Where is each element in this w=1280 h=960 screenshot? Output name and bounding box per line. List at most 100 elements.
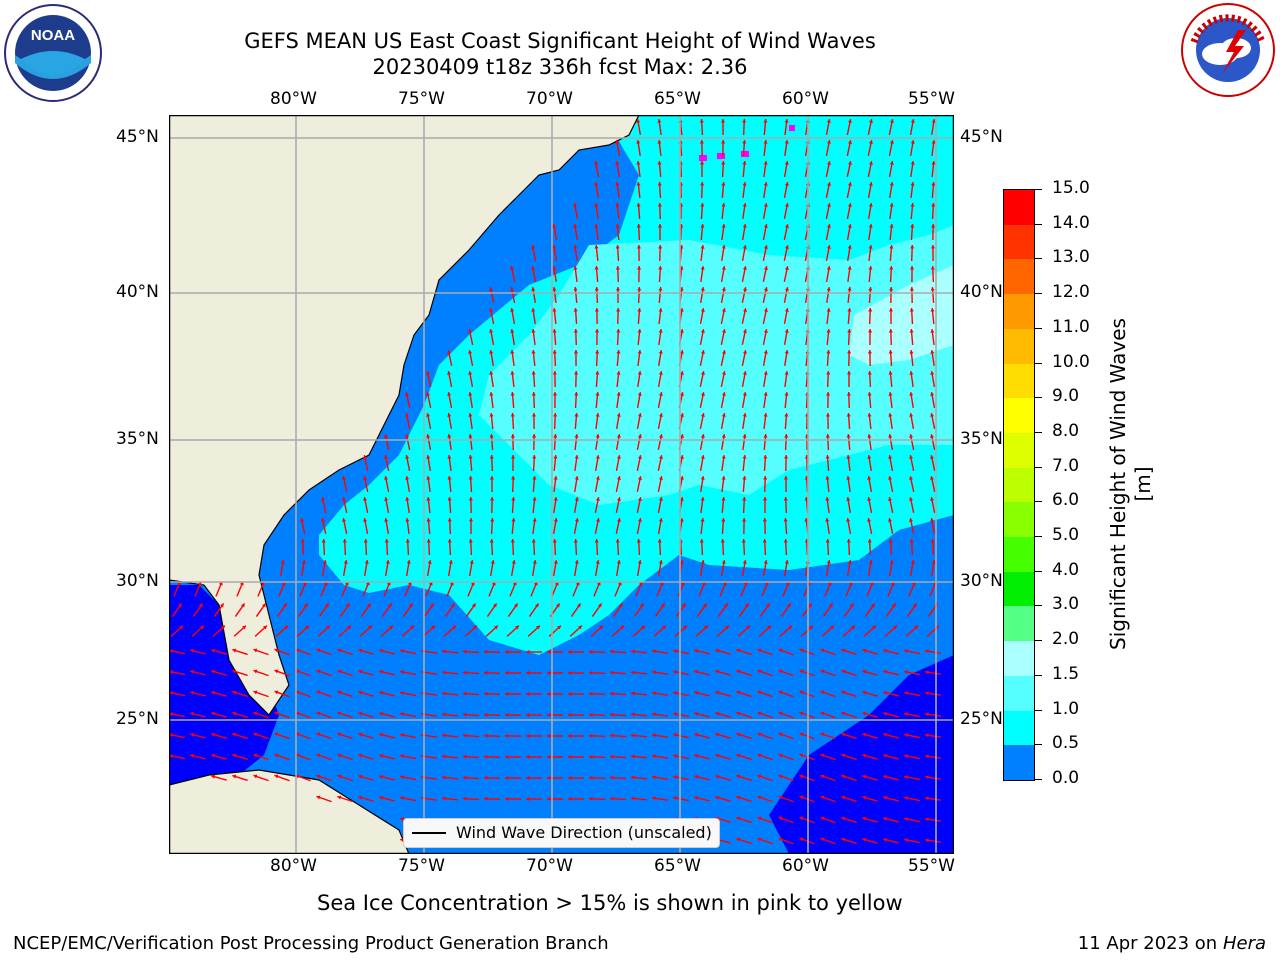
lat-label-left: 35°N: [116, 429, 159, 449]
arrow-head: [868, 224, 873, 228]
arrow-head: [532, 476, 537, 480]
arrow-head: [763, 413, 768, 417]
colorbar-tick-mark: [1034, 397, 1042, 399]
arrow-head: [862, 648, 867, 653]
arrow-head: [552, 308, 557, 312]
arrow-head: [513, 603, 518, 608]
arrow-head: [679, 455, 684, 459]
arrow-head: [594, 329, 600, 333]
arrow-head: [616, 476, 621, 480]
arrow-head: [510, 266, 515, 270]
arrow-head: [825, 497, 830, 501]
arrow-head: [405, 413, 410, 417]
arrow-head: [700, 434, 705, 438]
arrow-head: [867, 350, 872, 354]
arrow-head: [679, 413, 684, 417]
arrow-head: [526, 733, 530, 739]
arrow-head: [741, 539, 746, 543]
arrow-head: [715, 774, 720, 779]
arrow-head: [573, 287, 578, 291]
arrow-head: [631, 670, 635, 675]
arrow-head: [681, 603, 686, 608]
arrow-head: [594, 266, 599, 270]
arrow-head: [616, 392, 621, 396]
arrow-head: [909, 392, 914, 396]
arrow-head: [553, 560, 558, 564]
arrow-head: [253, 690, 258, 695]
graticule: [169, 115, 954, 854]
arrow-head: [721, 308, 726, 312]
arrow-head: [846, 371, 852, 375]
arrow-head: [765, 603, 770, 608]
arrow-head: [274, 669, 279, 674]
arrow-head: [841, 732, 846, 737]
arrow-head: [784, 119, 789, 123]
arrow-head: [799, 648, 804, 653]
colorbar-tick-mark: [1034, 466, 1042, 468]
arrow-head: [505, 733, 509, 738]
arrow-head: [652, 754, 656, 759]
arrow-head: [576, 603, 581, 608]
arrow-head: [658, 434, 663, 438]
arrow-head: [489, 434, 494, 438]
arrow-head: [190, 711, 195, 716]
arrow-head: [589, 754, 593, 759]
arrow-head: [867, 392, 872, 396]
arrow-head: [363, 476, 368, 480]
arrow-head: [573, 539, 578, 543]
arrow-head: [724, 625, 729, 630]
arrow-head: [169, 712, 173, 717]
arrow-head: [930, 287, 935, 291]
arrow-head: [616, 560, 621, 564]
arrow-head: [904, 838, 908, 843]
arrow-head: [820, 753, 825, 758]
arrow-head: [367, 625, 372, 630]
arrow-head: [904, 796, 908, 801]
arrow-head: [547, 691, 551, 697]
arrow-head: [510, 329, 515, 333]
colorbar-tick-mark: [1034, 189, 1042, 190]
arrow-head: [447, 497, 452, 501]
arrow-head: [484, 733, 488, 738]
arrow-head: [888, 371, 893, 375]
lon-label-bottom: 80°W: [270, 856, 317, 876]
arrow-head: [757, 648, 762, 653]
arrow-head: [531, 287, 536, 291]
arrow-head: [828, 603, 833, 608]
arrow-head: [778, 648, 783, 653]
arrow-head: [442, 775, 446, 780]
arrow-head: [825, 413, 830, 417]
arrow-head: [442, 796, 446, 801]
arrow-head: [715, 732, 720, 737]
arrow-head: [658, 560, 663, 564]
arrow-head: [442, 754, 446, 759]
arrow-head: [679, 476, 684, 480]
arrow-head: [337, 732, 342, 737]
arrow-head: [742, 371, 747, 375]
arrow-head: [825, 476, 830, 480]
arrow-head: [660, 603, 665, 608]
arrow-head: [595, 392, 600, 396]
arrow-head: [904, 754, 908, 759]
nws-logo-icon: [1181, 3, 1275, 97]
arrow-head: [637, 560, 642, 564]
arrow-head: [784, 140, 789, 144]
arrow-head: [595, 560, 600, 564]
arrow-head: [652, 649, 656, 654]
arrow-head: [484, 712, 488, 717]
arrow-head: [547, 649, 551, 655]
arrow-head: [763, 455, 768, 459]
arrow-head: [904, 775, 908, 780]
arrow-head: [778, 795, 783, 800]
arrow-head: [463, 649, 467, 654]
colorbar-tick-mark: [1034, 674, 1042, 676]
arrow-head: [715, 690, 720, 695]
arrow-head: [888, 329, 893, 333]
arrow-head: [573, 245, 578, 249]
arrow-head: [190, 690, 195, 695]
arrow-head: [400, 838, 404, 843]
arrow-head: [384, 497, 389, 501]
arrow-head: [343, 560, 348, 564]
arrow-head: [442, 712, 446, 717]
arrow-head: [763, 245, 768, 249]
